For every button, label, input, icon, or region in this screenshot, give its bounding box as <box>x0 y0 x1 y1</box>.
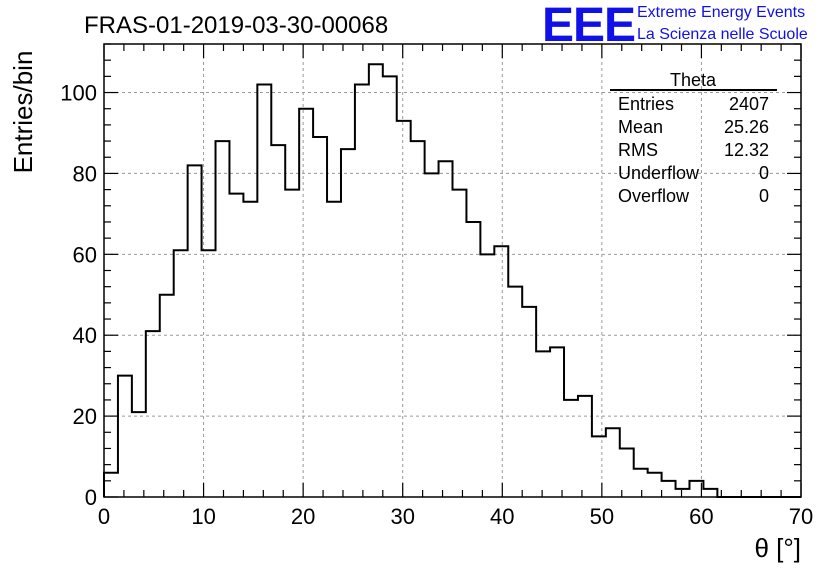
logo-line-1: Extreme Energy Events <box>637 4 805 21</box>
stats-value-underflow: 0 <box>759 163 769 183</box>
x-tick-label: 30 <box>390 504 414 529</box>
histogram-bin <box>411 141 425 497</box>
histogram-outline <box>103 63 801 498</box>
histogram-bin <box>355 84 369 497</box>
histogram-bin <box>160 295 174 497</box>
plot-frame <box>103 43 802 498</box>
histogram-bin <box>676 489 690 497</box>
x-tick-labels: 0 10 20 30 40 50 60 70 <box>98 504 813 529</box>
eee-logo: EEE Extreme Energy Events La Scienza nel… <box>542 0 808 52</box>
histogram-bin <box>606 428 620 497</box>
histogram-bin <box>439 161 453 497</box>
histogram-bin <box>146 331 160 497</box>
stats-value-overflow: 0 <box>759 186 769 206</box>
histogram-bin <box>132 412 146 497</box>
histogram-bin <box>662 481 676 497</box>
logo-letters: EEE <box>542 0 635 52</box>
histogram-bin <box>466 222 480 497</box>
stats-value-mean: 25.26 <box>724 117 769 137</box>
histogram-bin <box>369 64 383 497</box>
histogram-bin <box>257 84 271 497</box>
histogram-bin <box>383 76 397 497</box>
histogram-bin <box>703 489 717 497</box>
histogram-bin <box>453 190 467 497</box>
histogram-bin <box>174 250 188 497</box>
histogram-bin <box>188 165 202 497</box>
logo-line-2: La Scienza nelle Scuole <box>637 26 808 43</box>
y-tick-labels: 0 20 40 60 80 100 <box>60 81 97 510</box>
x-tick-label: 50 <box>590 504 614 529</box>
stats-label-underflow: Underflow <box>618 163 700 183</box>
histogram-bin <box>494 246 508 497</box>
y-tick-label: 100 <box>60 81 97 106</box>
histogram-bin <box>313 137 327 497</box>
histogram-bin <box>480 254 494 497</box>
histogram-bin <box>216 141 230 497</box>
histogram-bin <box>508 287 522 497</box>
axis-ticks <box>103 43 802 498</box>
histogram-bin <box>648 473 662 497</box>
x-tick-label: 60 <box>689 504 713 529</box>
stats-label-overflow: Overflow <box>618 186 690 206</box>
histogram-bin <box>341 149 355 497</box>
histogram-bin <box>229 194 243 497</box>
x-axis-label: θ [°] <box>754 533 801 563</box>
histogram-bin <box>397 121 411 497</box>
histogram-bin <box>578 396 592 497</box>
y-tick-label: 60 <box>73 242 97 267</box>
y-tick-label: 0 <box>85 485 97 510</box>
histogram-bin <box>327 202 341 497</box>
histogram-bin <box>550 347 564 497</box>
histogram-bin <box>634 469 648 497</box>
chart-title: FRAS-01-2019-03-30-00068 <box>84 12 388 39</box>
histogram-bin <box>299 109 313 497</box>
y-tick-label: 40 <box>73 323 97 348</box>
x-tick-label: 40 <box>490 504 514 529</box>
histogram-bin <box>285 190 299 497</box>
stats-label-rms: RMS <box>618 140 658 160</box>
stats-name: Theta <box>670 70 717 90</box>
stats-label-entries: Entries <box>618 94 674 114</box>
stats-label-mean: Mean <box>618 117 663 137</box>
stats-value-entries: 2407 <box>729 94 769 114</box>
stats-box: Theta Entries 2407 Mean 25.26 RMS 12.32 … <box>610 70 777 206</box>
x-tick-label: 0 <box>98 504 110 529</box>
histogram-bin <box>243 202 257 497</box>
y-tick-label: 80 <box>73 161 97 186</box>
y-tick-label: 20 <box>73 404 97 429</box>
histogram-bin <box>592 436 606 497</box>
stats-value-rms: 12.32 <box>724 140 769 160</box>
histogram-bin <box>536 351 550 497</box>
histogram-bin <box>118 376 132 497</box>
grid-lines <box>104 44 801 497</box>
x-tick-label: 70 <box>789 504 813 529</box>
histogram-bin <box>564 400 578 497</box>
histogram-bin <box>271 145 285 497</box>
y-axis-label: Entries/bin <box>8 51 38 174</box>
x-tick-label: 10 <box>191 504 215 529</box>
histogram-bin <box>104 473 118 497</box>
x-tick-label: 20 <box>291 504 315 529</box>
histogram-bin <box>620 448 634 497</box>
